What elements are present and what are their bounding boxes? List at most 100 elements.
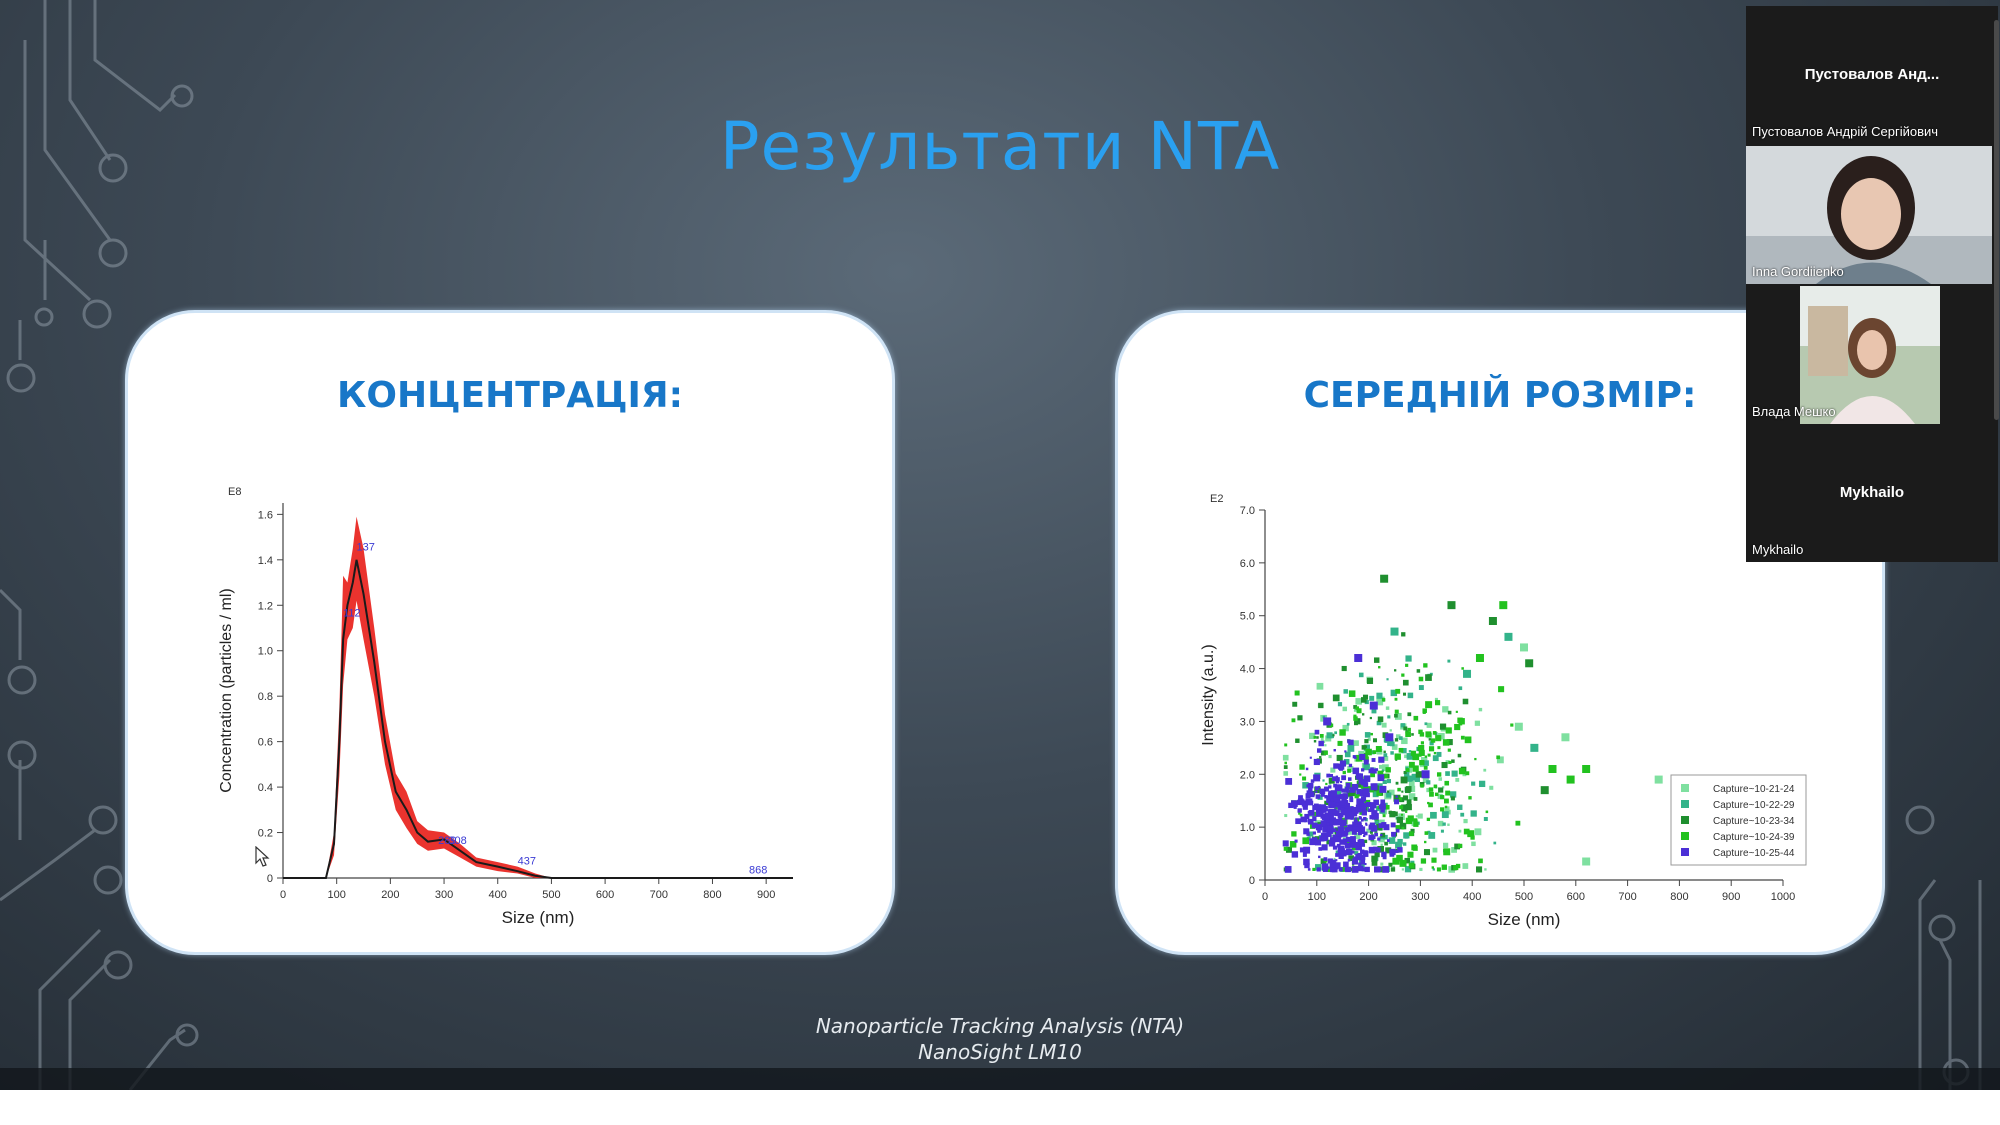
scatter-point — [1407, 692, 1414, 699]
scatter-point — [1339, 729, 1346, 736]
scatter-point — [1444, 798, 1449, 804]
scatter-point — [1382, 855, 1387, 860]
scatter-point — [1423, 765, 1428, 770]
scatter-point — [1405, 810, 1408, 813]
scatter-point — [1451, 847, 1458, 853]
scatter-point — [1428, 832, 1436, 839]
scatter-point — [1381, 769, 1385, 772]
scatter-point — [1432, 755, 1439, 762]
scatter-point — [1436, 751, 1442, 757]
scatter-point — [1451, 770, 1458, 777]
scatter-point — [1381, 851, 1387, 858]
scatter-point — [1478, 780, 1486, 788]
scatter-point — [1335, 775, 1339, 778]
scatter-point — [1374, 832, 1378, 837]
scatter-point — [1356, 788, 1362, 795]
scatter-point — [1371, 768, 1377, 774]
scatter-point — [1397, 838, 1403, 845]
scatter-point — [1364, 863, 1367, 866]
scatter-point — [1383, 756, 1389, 761]
scatter-point — [1399, 822, 1407, 830]
scatter-point — [1328, 785, 1332, 789]
scatter-point — [1284, 761, 1287, 765]
scatter-point — [1425, 731, 1432, 738]
scatter-point — [1444, 780, 1450, 786]
scatter-point — [1385, 733, 1394, 742]
scatter-point — [1419, 759, 1425, 766]
scatter-point — [1383, 834, 1388, 840]
scatter-point — [1361, 745, 1367, 750]
scatter-point — [1444, 805, 1448, 809]
scatter-point — [1442, 822, 1446, 826]
scatter-point — [1458, 829, 1462, 833]
participant-tile[interactable]: Inna Gordiienko — [1746, 146, 1998, 286]
scatter-point — [1401, 790, 1404, 793]
concentration-mean-line — [283, 559, 793, 879]
scatter-point — [1371, 855, 1378, 862]
scatter-point — [1353, 740, 1359, 746]
scatter-point — [1363, 763, 1370, 771]
participant-tile[interactable]: Пустовалов Анд... Пустовалов Андрій Серг… — [1746, 6, 1998, 146]
scatter-point — [1315, 794, 1321, 799]
scatter-point — [1364, 732, 1371, 738]
scatter-point — [1387, 715, 1391, 719]
scatter-point — [1328, 777, 1335, 784]
scatter-point — [1394, 709, 1399, 714]
scatter-point — [1320, 792, 1325, 797]
scatter-point — [1366, 828, 1371, 833]
scatter-point — [1364, 866, 1370, 873]
x-tick-label: 0 — [280, 889, 286, 901]
scatter-point — [1394, 799, 1400, 805]
scatter-point — [1333, 749, 1336, 752]
scatter-point — [1317, 827, 1321, 830]
scatter-point — [1514, 722, 1523, 731]
scatter-point — [1302, 804, 1308, 810]
x-tick-label: 100 — [328, 889, 346, 901]
scatter-point — [1324, 795, 1328, 799]
scatter-point — [1328, 801, 1336, 809]
scatter-point — [1394, 753, 1401, 760]
participants-scrollbar[interactable] — [1994, 20, 1999, 420]
scatter-point — [1337, 807, 1341, 811]
scatter-point — [1293, 805, 1297, 809]
scatter-point — [1496, 756, 1504, 764]
scatter-point — [1341, 665, 1347, 672]
scatter-point — [1352, 821, 1357, 826]
scatter-point — [1435, 735, 1442, 742]
scatter-point — [1347, 739, 1350, 742]
scatter-point — [1313, 758, 1320, 766]
scatter-point — [1405, 768, 1410, 773]
scatter-point — [1297, 798, 1304, 804]
scatter-point — [1442, 706, 1449, 713]
scatter-point — [1334, 808, 1337, 811]
scatter-point — [1368, 834, 1375, 841]
scatter-point — [1346, 722, 1350, 726]
scatter-point — [1312, 831, 1316, 835]
scatter-point — [1471, 841, 1476, 847]
scatter-point — [1342, 793, 1349, 799]
scatter-point — [1390, 741, 1395, 747]
scatter-point — [1446, 739, 1453, 746]
participant-tile[interactable]: Mykhailo Mykhailo — [1746, 426, 1998, 562]
scatter-point — [1360, 859, 1366, 865]
scatter-point — [1426, 817, 1431, 822]
scatter-point — [1307, 819, 1312, 824]
participant-tile[interactable]: Влада Мешко — [1746, 286, 1998, 426]
scatter-point — [1362, 850, 1368, 856]
participant-display-name: Mykhailo — [1839, 484, 1905, 501]
scatter-point — [1285, 846, 1293, 853]
scatter-point — [1345, 836, 1352, 842]
scatter-point — [1358, 816, 1362, 820]
scatter-point — [1392, 865, 1395, 868]
x-tick-label: 500 — [1515, 891, 1533, 903]
scatter-point — [1388, 810, 1392, 815]
scatter-point — [1335, 777, 1340, 782]
scatter-point — [1329, 861, 1337, 868]
scatter-point — [1329, 837, 1335, 842]
scatter-point — [1338, 817, 1343, 822]
y-tick-label: 0.8 — [258, 691, 273, 703]
scatter-point — [1317, 826, 1320, 829]
scatter-point — [1360, 768, 1365, 772]
scatter-point — [1324, 836, 1329, 841]
participant-video — [1746, 146, 1992, 284]
